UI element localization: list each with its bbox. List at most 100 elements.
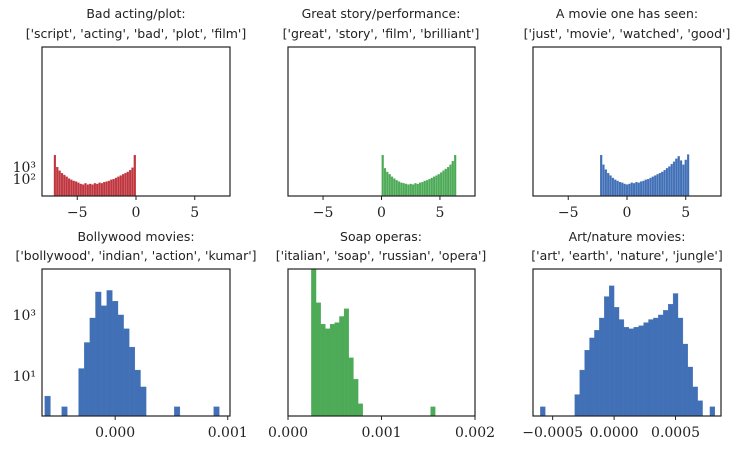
histogram-bar [131, 167, 134, 197]
histogram-bar [381, 154, 384, 197]
plot-frame [287, 46, 476, 197]
histogram-bar [84, 342, 91, 417]
panel-title-line1: Bad acting/plot: [86, 6, 185, 21]
histogram-bar [435, 175, 438, 197]
histogram-bar [682, 164, 685, 197]
histogram-bar [409, 183, 412, 197]
histogram-bar [670, 164, 673, 197]
histogram-bar [682, 343, 688, 417]
histogram-bar [325, 328, 331, 417]
histogram-bar [614, 179, 617, 197]
histogram-bar [653, 317, 659, 417]
histogram-bar [697, 400, 703, 417]
histogram-bar [133, 154, 136, 197]
x-tick-label: 0.001 [208, 425, 248, 441]
histogram-bar [395, 180, 398, 197]
histogram-bar [213, 406, 220, 417]
histogram-bar [451, 160, 454, 197]
x-tick-label: 0.002 [455, 425, 495, 441]
histogram-bar [174, 406, 181, 417]
panel-title-line2: ['art', 'earth', 'nature', 'jungle'] [531, 248, 722, 263]
histogram-bar [58, 170, 61, 197]
histogram-bar [616, 180, 619, 197]
x-tick-label: 0.000 [95, 425, 135, 441]
histogram-bar [78, 368, 85, 417]
histogram-bar [53, 154, 57, 197]
histogram-bar [86, 184, 89, 197]
histogram-bar [609, 175, 612, 197]
plot-frame [41, 46, 231, 197]
histogram-bar [437, 174, 440, 197]
histogram-bar [334, 322, 340, 417]
histogram-bar [654, 175, 657, 197]
histogram-bar [665, 168, 669, 197]
x-tick-label: −0.0005 [522, 425, 583, 441]
histogram-bar [397, 181, 401, 197]
histogram-bar [383, 168, 387, 197]
histogram-bar [89, 317, 96, 417]
histogram-bar [93, 183, 96, 197]
histogram-bar [604, 169, 607, 197]
histogram-bar [628, 328, 634, 417]
histogram-bar [623, 183, 626, 197]
histogram-bar [67, 178, 71, 197]
histogram-bar [329, 323, 335, 417]
histogram-bar [98, 182, 101, 197]
panel-art-nature: Art/nature movies: ['art', 'earth', 'nat… [522, 229, 722, 441]
histogram-bar [648, 319, 654, 417]
histogram-bar [353, 379, 359, 417]
histogram-bar [638, 325, 644, 417]
histogram-bar [70, 179, 73, 197]
histogram-bar [709, 406, 716, 417]
histogram-bar [663, 310, 669, 417]
histogram-bar [91, 184, 94, 197]
histogram-bar [114, 177, 118, 197]
histogram-bar [320, 323, 326, 417]
histogram-bar [126, 171, 129, 197]
histogram-bar [609, 285, 615, 417]
x-tick-label: 0 [132, 205, 141, 221]
histogram-bar [589, 337, 595, 417]
histogram-bar [82, 184, 85, 197]
histogram-bar [117, 314, 124, 417]
plot-frame [41, 268, 231, 417]
x-tick-label: −5 [558, 205, 579, 221]
panel-great-story: Great story/performance: ['great', 'stor… [283, 6, 480, 221]
histogram-bar [134, 369, 141, 417]
panel-title-line1: Soap operas: [340, 229, 422, 244]
histogram-bar [640, 181, 643, 197]
x-tick-label: 0.001 [361, 425, 401, 441]
histogram-bar [454, 154, 457, 197]
histogram-bar [60, 173, 64, 197]
histogram-bar [607, 173, 610, 197]
histogram-bar [625, 184, 629, 197]
histogram-bar [103, 182, 106, 197]
histogram-bar [623, 327, 629, 417]
y-tick-label: 10¹ [13, 369, 36, 385]
histogram-bar [584, 350, 590, 417]
histogram-bar [100, 183, 104, 197]
panel-title-line2: ['italian', 'soap', 'russian', 'opera'] [276, 248, 487, 263]
histogram-bar [107, 180, 111, 197]
histogram-bar [95, 291, 102, 417]
panel-title-line1: Great story/performance: [302, 6, 461, 21]
histogram-bar [407, 184, 410, 197]
x-tick-label: −5 [67, 205, 88, 221]
histogram-bar [119, 175, 122, 197]
histogram-bar [602, 164, 605, 197]
histogram-bar [388, 174, 391, 197]
histogram-bar [100, 305, 107, 417]
histogram-bar [124, 173, 127, 197]
histogram-bar [663, 170, 666, 197]
histogram-bar [644, 179, 647, 197]
panel-bollywood: Bollywood movies: ['bollywood', 'indian'… [13, 229, 257, 441]
histogram-bar [339, 316, 345, 417]
histogram-bar [63, 174, 66, 197]
histogram-bar [428, 179, 431, 197]
histogram-bar [123, 328, 130, 417]
histogram-bar [84, 183, 87, 197]
histogram-bar [414, 183, 417, 197]
panel-title-line2: ['just', 'movie', 'watched', 'good'] [524, 26, 731, 41]
histogram-bar [661, 171, 664, 197]
histogram-bar [637, 182, 640, 197]
